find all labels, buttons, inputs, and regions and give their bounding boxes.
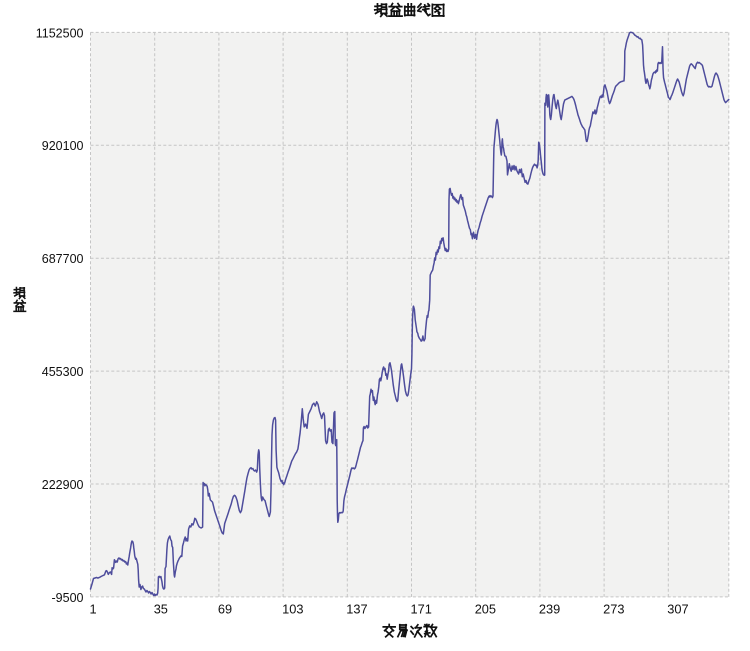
svg-text:171: 171 [411, 602, 432, 617]
svg-text:239: 239 [539, 602, 560, 617]
svg-text:920100: 920100 [42, 139, 84, 153]
svg-text:69: 69 [218, 602, 232, 617]
svg-text:222900: 222900 [42, 478, 84, 492]
svg-text:137: 137 [346, 602, 367, 617]
svg-text:205: 205 [475, 602, 496, 617]
svg-text:1152500: 1152500 [36, 26, 84, 40]
svg-text:-9500: -9500 [52, 591, 84, 605]
svg-text:35: 35 [154, 602, 168, 617]
svg-text:1: 1 [90, 602, 97, 617]
svg-text:103: 103 [282, 602, 303, 617]
svg-text:273: 273 [603, 602, 624, 617]
svg-text:455300: 455300 [42, 365, 84, 379]
svg-text:687700: 687700 [42, 252, 84, 266]
svg-text:307: 307 [667, 602, 688, 617]
